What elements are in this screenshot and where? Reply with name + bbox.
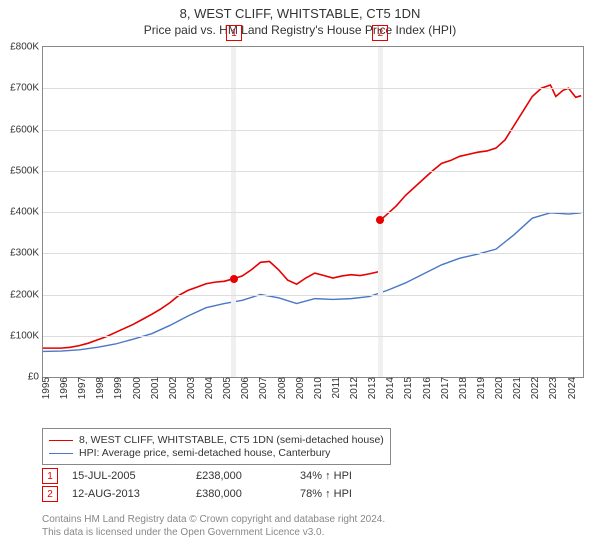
legend-swatch — [49, 453, 73, 454]
legend-row: HPI: Average price, semi-detached house,… — [49, 447, 384, 459]
y-tick-label: £500K — [10, 165, 43, 176]
sale-row-price: £238,000 — [196, 470, 286, 482]
footer-line-1: Contains HM Land Registry data © Crown c… — [42, 514, 385, 527]
x-tick-label: 2000 — [132, 377, 143, 399]
x-tick-label: 2005 — [222, 377, 233, 399]
y-tick-label: £600K — [10, 124, 43, 135]
x-tick-label: 2008 — [277, 377, 288, 399]
y-gridline — [43, 336, 583, 337]
x-tick-label: 2016 — [422, 377, 433, 399]
y-gridline — [43, 171, 583, 172]
x-tick-label: 2020 — [494, 377, 505, 399]
y-tick-label: £200K — [10, 289, 43, 300]
y-tick-label: £800K — [10, 42, 43, 53]
x-tick-label: 2013 — [367, 377, 378, 399]
footer-attribution: Contains HM Land Registry data © Crown c… — [42, 514, 385, 539]
sale-marker-number: 1 — [226, 25, 242, 41]
y-gridline — [43, 130, 583, 131]
x-tick-label: 1996 — [59, 377, 70, 399]
sale-row: 1 15-JUL-2005 £238,000 34% ↑ HPI — [42, 468, 390, 484]
x-tick-label: 2001 — [150, 377, 161, 399]
y-tick-label: £700K — [10, 83, 43, 94]
sale-row-date: 12-AUG-2013 — [72, 488, 182, 500]
legend-label: HPI: Average price, semi-detached house,… — [79, 447, 330, 459]
sales-table: 1 15-JUL-2005 £238,000 34% ↑ HPI 2 12-AUG-201… — [42, 466, 390, 504]
x-tick-label: 2019 — [476, 377, 487, 399]
y-gridline — [43, 295, 583, 296]
sale-row-price: £380,000 — [196, 488, 286, 500]
legend-swatch — [49, 440, 73, 441]
x-tick-label: 2007 — [258, 377, 269, 399]
y-tick-label: £400K — [10, 207, 43, 218]
x-tick-label: 2017 — [440, 377, 451, 399]
x-tick-label: 2018 — [458, 377, 469, 399]
sale-row: 2 12-AUG-2013 £380,000 78% ↑ HPI — [42, 486, 390, 502]
y-tick-label: £300K — [10, 248, 43, 259]
x-tick-label: 2004 — [204, 377, 215, 399]
y-tick-label: £100K — [10, 330, 43, 341]
x-tick-label: 1997 — [77, 377, 88, 399]
sale-row-pct: 34% ↑ HPI — [300, 470, 390, 482]
x-tick-label: 2011 — [331, 377, 342, 399]
x-tick-label: 2014 — [385, 377, 396, 399]
y-gridline — [43, 253, 583, 254]
x-tick-label: 2023 — [548, 377, 559, 399]
x-tick-label: 2009 — [295, 377, 306, 399]
sale-row-marker: 2 — [42, 486, 58, 502]
sale-dot — [376, 216, 384, 224]
series-price_paid — [43, 85, 581, 348]
x-tick-label: 2003 — [186, 377, 197, 399]
sale-row-marker: 1 — [42, 468, 58, 484]
sale-row-pct: 78% ↑ HPI — [300, 488, 390, 500]
legend: 8, WEST CLIFF, WHITSTABLE, CT5 1DN (semi… — [42, 428, 391, 465]
x-tick-label: 1998 — [95, 377, 106, 399]
sale-dot — [230, 275, 238, 283]
x-tick-label: 2006 — [240, 377, 251, 399]
series-hpi — [43, 213, 581, 352]
x-tick-label: 1999 — [113, 377, 124, 399]
y-gridline — [43, 88, 583, 89]
legend-row: 8, WEST CLIFF, WHITSTABLE, CT5 1DN (semi… — [49, 434, 384, 446]
sale-row-date: 15-JUL-2005 — [72, 470, 182, 482]
x-tick-label: 2012 — [349, 377, 360, 399]
x-tick-label: 2002 — [168, 377, 179, 399]
legend-label: 8, WEST CLIFF, WHITSTABLE, CT5 1DN (semi… — [79, 434, 384, 446]
footer-line-2: This data is licensed under the Open Gov… — [42, 527, 385, 540]
x-tick-label: 2022 — [530, 377, 541, 399]
x-tick-label: 1995 — [41, 377, 52, 399]
chart-plot-area: 12£0£100K£200K£300K£400K£500K£600K£700K£… — [42, 46, 584, 378]
chart-title: 8, WEST CLIFF, WHITSTABLE, CT5 1DN — [0, 0, 600, 21]
x-tick-label: 2015 — [403, 377, 414, 399]
y-gridline — [43, 212, 583, 213]
x-tick-label: 2021 — [512, 377, 523, 399]
chart-subtitle: Price paid vs. HM Land Registry's House … — [0, 23, 600, 37]
sale-marker-number: 2 — [372, 25, 388, 41]
x-tick-label: 2024 — [567, 377, 578, 399]
x-tick-label: 2010 — [313, 377, 324, 399]
